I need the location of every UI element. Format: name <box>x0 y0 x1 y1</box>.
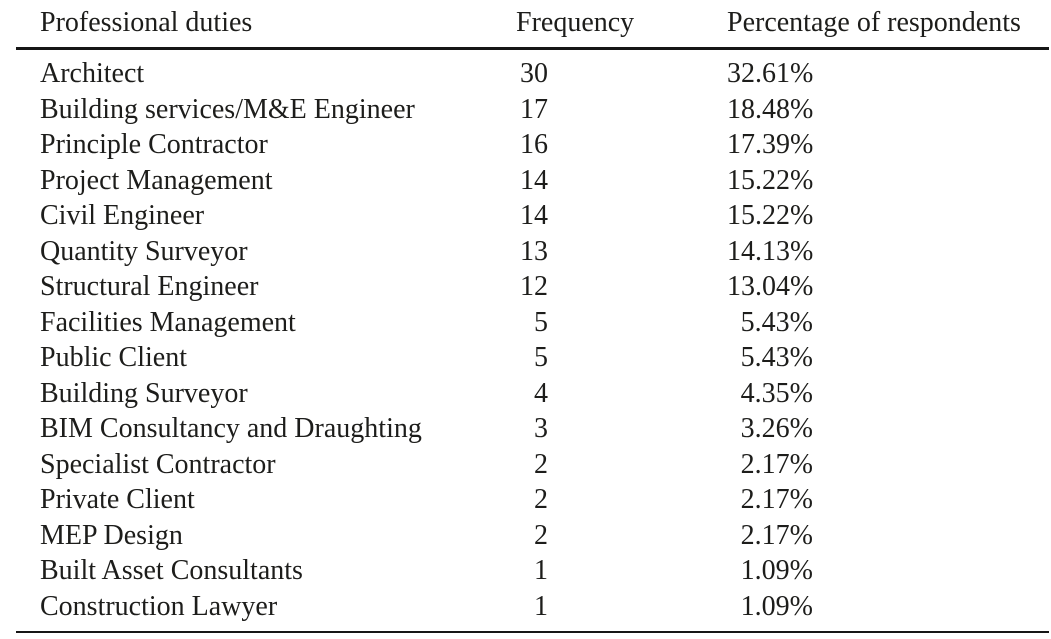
table-row: Architect 30 32.61% <box>16 56 1049 92</box>
column-header-professional-duties: Professional duties <box>40 7 253 38</box>
cell-frequency: 2 <box>534 519 548 551</box>
header-divider-rule <box>16 47 1049 50</box>
cell-percentage: 17.39% <box>727 129 814 160</box>
cell-frequency: 5 <box>534 342 548 373</box>
table-row: Building services/M&E Engineer 17 18.48% <box>16 92 1049 128</box>
cell-duty: Public Client <box>40 342 187 373</box>
cell-percentage: 4.35% <box>740 377 813 409</box>
cell-duty: Specialist Contractor <box>40 448 276 480</box>
cell-frequency: 14 <box>520 164 548 196</box>
cell-duty: Architect <box>40 58 145 89</box>
cell-frequency: 4 <box>534 377 548 409</box>
cell-frequency: 5 <box>534 306 548 338</box>
cell-frequency: 3 <box>534 413 548 444</box>
cell-frequency: 1 <box>534 590 548 622</box>
cell-duty: Principle Contractor <box>40 129 268 160</box>
cell-duty: Construction Lawyer <box>40 590 278 622</box>
cell-percentage: 5.43% <box>740 342 813 373</box>
table-row: BIM Consultancy and Draughting 3 3.26% <box>16 411 1049 447</box>
cell-frequency: 13 <box>520 235 548 267</box>
cell-percentage: 13.04% <box>727 271 814 302</box>
cell-frequency: 30 <box>520 58 548 89</box>
cell-frequency: 2 <box>534 484 548 515</box>
cell-percentage: 5.43% <box>740 306 813 338</box>
table-row: Construction Lawyer 1 1.09% <box>16 589 1049 625</box>
cell-frequency: 2 <box>534 448 548 480</box>
cell-percentage: 1.09% <box>740 555 813 586</box>
cell-percentage: 2.17% <box>740 484 813 515</box>
cell-percentage: 32.61% <box>727 58 814 89</box>
table-row: MEP Design 2 2.17% <box>16 518 1049 554</box>
cell-duty: Quantity Surveyor <box>40 235 248 267</box>
cell-duty: Private Client <box>40 484 195 515</box>
cell-duty: Building Surveyor <box>40 377 248 409</box>
column-header-frequency: Frequency <box>516 7 635 38</box>
cell-duty: BIM Consultancy and Draughting <box>40 413 422 444</box>
cell-percentage: 15.22% <box>727 164 814 196</box>
cell-duty: Civil Engineer <box>40 200 205 231</box>
table-row: Project Management 14 15.22% <box>16 163 1049 199</box>
cell-percentage: 1.09% <box>740 590 813 622</box>
table-bottom-rule <box>16 631 1049 633</box>
table-header-row: Professional duties Frequency Percentage… <box>16 0 1049 47</box>
cell-duty: Structural Engineer <box>40 271 259 302</box>
cell-duty: Facilities Management <box>40 306 296 338</box>
table-row: Private Client 2 2.17% <box>16 482 1049 518</box>
table-row: Building Surveyor 4 4.35% <box>16 376 1049 412</box>
table-row: Specialist Contractor 2 2.17% <box>16 447 1049 483</box>
cell-duty: Built Asset Consultants <box>40 555 303 586</box>
cell-percentage: 3.26% <box>740 413 813 444</box>
table-body: Architect 30 32.61% Building services/M&… <box>16 50 1049 631</box>
cell-percentage: 2.17% <box>740 448 813 480</box>
table-row: Built Asset Consultants 1 1.09% <box>16 553 1049 589</box>
cell-frequency: 16 <box>520 129 548 160</box>
table-row: Civil Engineer 14 15.22% <box>16 198 1049 234</box>
cell-frequency: 1 <box>534 555 548 586</box>
cell-percentage: 18.48% <box>727 93 814 125</box>
cell-frequency: 17 <box>520 93 548 125</box>
table-row: Structural Engineer 12 13.04% <box>16 269 1049 305</box>
table-row: Public Client 5 5.43% <box>16 340 1049 376</box>
cell-duty: Project Management <box>40 164 273 196</box>
cell-percentage: 15.22% <box>727 200 814 231</box>
cell-percentage: 14.13% <box>727 235 814 267</box>
table-row: Facilities Management 5 5.43% <box>16 305 1049 341</box>
cell-frequency: 12 <box>520 271 548 302</box>
table-row: Principle Contractor 16 17.39% <box>16 127 1049 163</box>
column-header-percentage: Percentage of respondents <box>727 7 1021 38</box>
cell-duty: Building services/M&E Engineer <box>40 93 415 125</box>
cell-frequency: 14 <box>520 200 548 231</box>
table-row: Quantity Surveyor 13 14.13% <box>16 234 1049 270</box>
cell-duty: MEP Design <box>40 519 183 551</box>
cell-percentage: 2.17% <box>740 519 813 551</box>
respondents-table: Professional duties Frequency Percentage… <box>16 0 1049 633</box>
